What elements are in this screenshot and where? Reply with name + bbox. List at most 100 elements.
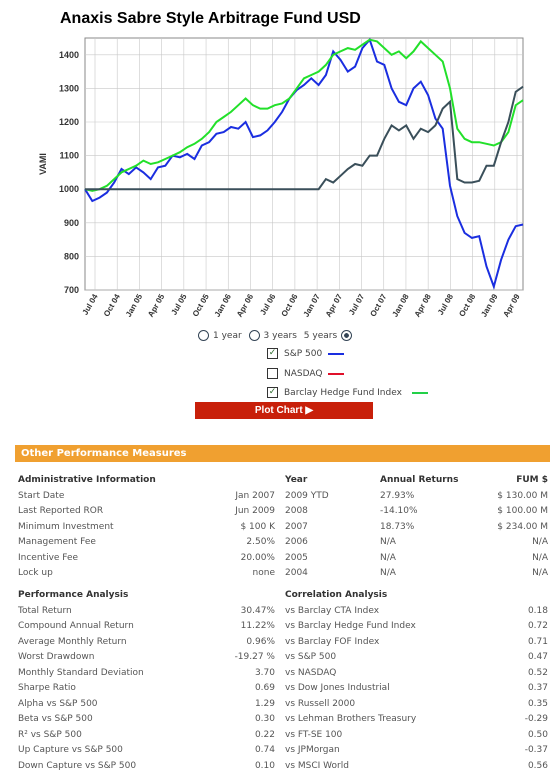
corr-value: 0.50 xyxy=(527,729,548,740)
barclay-swatch xyxy=(411,391,428,394)
perf-value: 0.22 xyxy=(254,729,275,740)
y-tick-label: 1100 xyxy=(59,151,79,161)
y-tick-label: 1300 xyxy=(59,83,79,93)
perf-value: 11.22% xyxy=(240,621,275,631)
x-tick-label: Jul 06 xyxy=(258,292,277,317)
radio-5years[interactable] xyxy=(341,330,353,341)
toggle-barclay[interactable]: ✓ Barclay Hedge Fund Index xyxy=(267,387,428,398)
perf-label: Monthly Standard Deviation xyxy=(18,667,144,678)
x-tick-label: Apr 07 xyxy=(324,292,345,319)
annual-fum: N/A xyxy=(532,568,548,578)
corr-value: -0.37 xyxy=(524,745,548,755)
barclay-checkbox[interactable]: ✓ xyxy=(267,387,278,398)
sp500-label: S&P 500 xyxy=(284,349,323,359)
year-header: Year xyxy=(285,475,308,485)
perf-value: 1.29 xyxy=(254,698,275,709)
period-selector: 1 year 3 years 5 years xyxy=(198,330,356,341)
admin-label: Lock up xyxy=(18,568,53,578)
y-tick-label: 1200 xyxy=(59,117,79,127)
x-tick-label: Apr 06 xyxy=(235,292,256,319)
x-tick-label: Oct 05 xyxy=(191,292,211,318)
y-tick-label: 700 xyxy=(64,285,79,295)
x-tick-label: Apr 09 xyxy=(501,292,522,319)
annual-year: 2004 xyxy=(285,568,308,578)
sp500-swatch xyxy=(328,352,345,355)
corr-value: 0.37 xyxy=(527,683,548,693)
perf-label: Compound Annual Return xyxy=(18,621,134,631)
nasdaq-checkbox[interactable] xyxy=(267,368,278,379)
admin-value: none xyxy=(252,568,275,578)
x-tick-label: Oct 07 xyxy=(368,292,388,318)
perf-label: Worst Drawdown xyxy=(18,652,95,662)
annual-return: -14.10% xyxy=(380,506,418,516)
corr-label: vs Barclay FOF Index xyxy=(285,636,380,647)
x-tick-label: Jan 08 xyxy=(390,292,411,319)
x-tick-label: Jul 08 xyxy=(436,292,455,317)
corr-value: 0.52 xyxy=(527,667,548,678)
series-line xyxy=(84,37,524,290)
x-tick-label: Jul 05 xyxy=(169,292,188,317)
corr-label: vs MSCI World xyxy=(285,760,349,771)
series-line xyxy=(85,85,524,191)
y-tick-label: 1000 xyxy=(59,184,79,194)
x-tick-label: Jan 05 xyxy=(124,292,145,319)
radio-1year[interactable] xyxy=(198,330,209,341)
perf-value: 0.69 xyxy=(254,683,275,693)
corr-value: 0.72 xyxy=(527,621,548,631)
annual-fum: $ 100.00 M xyxy=(497,506,548,516)
x-tick-label: Oct 06 xyxy=(280,292,300,318)
corr-label: vs Barclay Hedge Fund Index xyxy=(285,621,416,631)
corr-label: vs Dow Jones Industrial xyxy=(285,683,390,693)
admin-label: Management Fee xyxy=(18,537,96,547)
sp500-checkbox[interactable]: ✓ xyxy=(267,348,278,359)
corr-label: vs NASDAQ xyxy=(285,667,337,678)
perf-label: Beta vs S&P 500 xyxy=(18,714,93,724)
perf-value: 0.30 xyxy=(254,714,275,724)
admin-value: 20.00% xyxy=(240,552,275,563)
x-tick-label: Oct 08 xyxy=(457,292,477,318)
annual-year: 2007 xyxy=(285,521,308,532)
perf-value: 0.74 xyxy=(254,745,275,755)
toggle-nasdaq[interactable]: NASDAQ xyxy=(267,368,345,379)
y-tick-label: 1400 xyxy=(59,50,79,60)
admin-label: Last Reported ROR xyxy=(18,506,104,516)
page-title: Anaxis Sabre Style Arbitrage Fund USD xyxy=(60,10,361,27)
annual-return: N/A xyxy=(380,568,396,578)
perf-value: 0.96% xyxy=(246,636,275,647)
corr-label: vs JPMorgan xyxy=(285,745,340,755)
annual-fum: N/A xyxy=(532,552,548,563)
y-tick-label: 900 xyxy=(64,218,79,228)
toggle-sp500[interactable]: ✓ S&P 500 xyxy=(267,348,345,359)
x-tick-label: Jan 09 xyxy=(479,292,500,319)
corr-label: vs S&P 500 xyxy=(285,652,337,662)
perf-header: Performance Analysis xyxy=(18,590,129,600)
perf-label: R² vs S&P 500 xyxy=(18,729,82,740)
admin-value: $ 100 K xyxy=(240,521,275,532)
corr-header: Correlation Analysis xyxy=(285,590,388,600)
perf-value: 3.70 xyxy=(254,667,275,678)
corr-value: 0.71 xyxy=(527,636,548,647)
radio-3years-label: 3 years xyxy=(263,330,297,341)
admin-header: Administrative Information xyxy=(18,475,156,485)
y-tick-label: 800 xyxy=(64,251,79,261)
annual-return: 27.93% xyxy=(380,490,415,501)
perf-value: 30.47% xyxy=(240,605,275,616)
admin-label: Minimum Investment xyxy=(18,521,114,532)
annual-fum: $ 234.00 M xyxy=(497,521,548,532)
radio-3years[interactable] xyxy=(248,330,260,341)
perf-label: Alpha vs S&P 500 xyxy=(18,698,98,709)
fum-header: FUM $ xyxy=(516,475,548,485)
x-tick-label: Jul 07 xyxy=(347,292,366,317)
corr-label: vs Russell 2000 xyxy=(285,698,356,709)
corr-value: 0.56 xyxy=(527,760,548,771)
corr-value: 0.47 xyxy=(527,652,548,662)
annual-return: N/A xyxy=(380,552,396,563)
perf-label: Down Capture vs S&P 500 xyxy=(18,760,137,771)
plot-chart-button[interactable]: Plot Chart ▶ xyxy=(195,402,373,419)
radio-1year-label: 1 year xyxy=(213,330,242,341)
annual-return: 18.73% xyxy=(380,521,415,532)
corr-label: vs Lehman Brothers Treasury xyxy=(285,714,417,724)
admin-value: Jun 2009 xyxy=(235,506,275,516)
corr-value: 0.35 xyxy=(527,698,548,709)
barclay-label: Barclay Hedge Fund Index xyxy=(284,388,402,398)
